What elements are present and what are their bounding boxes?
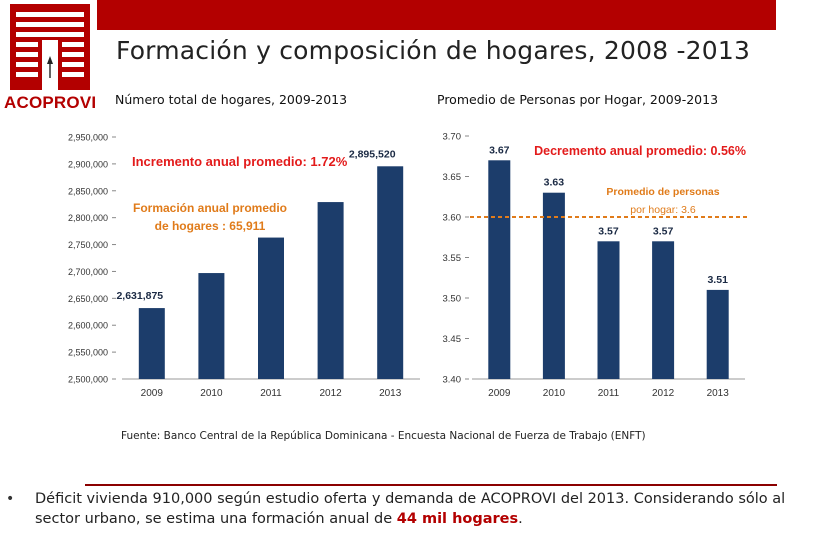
persons-xtick-label: 2012 [652,388,675,399]
households-chart: 2,500,000 2,550,000 2,600,000 2,650,000 2,70… [60,125,430,414]
persons-xtick-label: 2011 [598,388,620,399]
households-bar [317,202,344,379]
households-bar [377,166,404,379]
persons-bar [652,241,675,379]
top-red-bar [97,0,776,30]
households-ytick-label: 2,700,000 [68,267,108,277]
persons-ytick-label: 3.50 [443,294,462,305]
households-xtick-label: 2013 [379,388,402,399]
households-ytick-label: 2,650,000 [68,294,108,304]
households-value-label: 2,895,520 [349,148,396,160]
bullet-text-end: . [518,511,523,527]
average-annotation-line1: Promedio de personas [606,186,719,198]
persons-value-label: 3.63 [544,177,565,189]
persons-ytick-label: 3.45 [443,334,462,345]
households-ytick-label: 2,800,000 [68,213,108,223]
bullet-text: Déficit vivienda 910,000 según estudio o… [35,489,815,529]
persons-ytick-label: 3.60 [443,213,462,224]
persons-value-label: 3.67 [489,144,510,156]
households-ytick-label: 2,900,000 [68,159,108,169]
households-bar [138,308,165,379]
average-annotation-line2: por hogar: 3.6 [630,204,696,216]
acoprovi-logo-icon [10,4,90,90]
bullet-highlight: 44 mil hogares [396,511,519,527]
households-ytick-label: 2,950,000 [68,133,108,143]
households-ytick-label: 2,500,000 [68,375,108,385]
persons-bar [542,192,565,379]
households-bar [198,273,225,379]
households-xtick-label: 2010 [200,388,223,399]
persons-ytick-label: 3.55 [443,253,462,264]
bullet-marker: • [6,491,15,507]
decrement-annotation: Decremento anual promedio: 0.56% [534,144,746,158]
households-xtick-label: 2009 [141,388,164,399]
households-ytick-label: 2,600,000 [68,321,108,331]
households-chart-svg: 2,500,000 2,550,000 2,600,000 2,650,000 2,70… [68,133,420,399]
persons-ytick-label: 3.40 [443,375,462,386]
persons-value-label: 3.57 [653,225,674,237]
households-xtick-label: 2012 [319,388,342,399]
households-ytick-label: 2,550,000 [68,348,108,358]
persons-bar [597,241,620,379]
divider-rule [85,484,777,486]
persons-xtick-label: 2009 [488,388,511,399]
persons-ytick-label: 3.65 [443,172,462,183]
persons-xtick-label: 2010 [543,388,566,399]
increment-annotation: Incremento anual promedio: 1.72% [132,154,348,169]
chart1-title: Número total de hogares, 2009-2013 [115,92,348,107]
households-value-label: 2,631,875 [116,290,163,302]
formation-annotation-line1: Formación anual promedio [133,201,287,215]
households-bar [258,237,284,379]
logo-text: ACOPROVI [4,93,97,112]
persons-bar [706,289,729,379]
bullet-text-main: Déficit vivienda 910,000 según estudio o… [35,491,786,527]
persons-bar [488,160,511,379]
households-ytick-label: 2,750,000 [68,240,108,250]
persons-chart-svg: 3.40 3.45 3.50 3.55 3.60 3.65 3.70 2009 3.67 2010… [443,132,748,399]
persons-value-label: 3.51 [707,274,728,286]
chart2-title: Promedio de Personas por Hogar, 2009-201… [437,92,719,107]
households-xtick-label: 2011 [260,388,282,399]
persons-xtick-label: 2013 [707,388,730,399]
persons-ytick-label: 3.70 [443,132,462,143]
page-title: Formación y composición de hogares, 2008… [116,36,751,65]
formation-annotation-line2: de hogares : 65,911 [155,219,266,233]
source-note: Fuente: Banco Central de la República Do… [121,430,646,442]
persons-chart: 3.40 3.45 3.50 3.55 3.60 3.65 3.70 2009 3.67 2010… [430,125,760,414]
persons-value-label: 3.57 [598,225,619,237]
households-ytick-label: 2,850,000 [68,186,108,196]
